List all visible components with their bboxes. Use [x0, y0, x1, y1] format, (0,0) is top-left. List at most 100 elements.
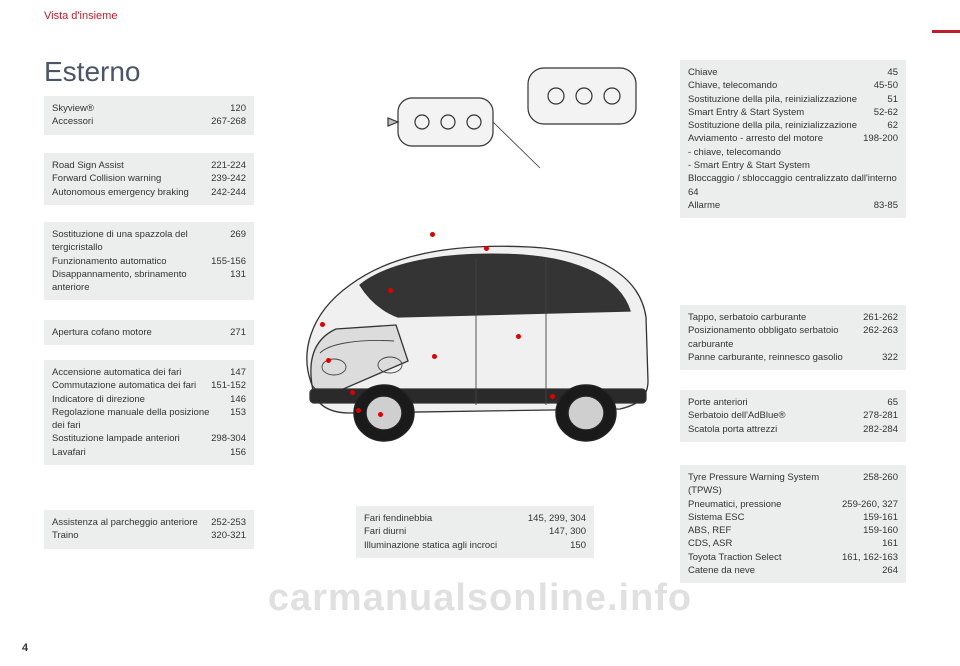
info-page-ref: 52-62	[874, 106, 898, 119]
info-row: Commutazione automatica dei fari151-152	[52, 379, 246, 392]
info-row: Serbatoio dell'AdBlue® 278-281	[688, 409, 898, 422]
info-label: Pneumatici, pressione	[688, 498, 834, 511]
info-row: Chiave 45	[688, 66, 898, 79]
info-label: Apertura cofano motore	[52, 326, 222, 339]
info-label: Forward Collision warning	[52, 172, 203, 185]
info-row: Panne carburante, reinnesco gasolio322	[688, 351, 898, 364]
info-page-ref: 146	[230, 393, 246, 406]
info-row: - Smart Entry & Start System	[688, 159, 898, 172]
info-page-ref: 120	[230, 102, 246, 115]
info-row: Regolazione manuale della posizione dei …	[52, 406, 246, 433]
callout-dot	[350, 390, 355, 395]
info-label: ABS, REF	[688, 524, 855, 537]
info-page-ref: 156	[230, 446, 246, 459]
info-label: Serbatoio dell'AdBlue®	[688, 409, 855, 422]
info-row: Allarme 83-85	[688, 199, 898, 212]
info-row: Assistenza al parcheggio anteriore 252-25…	[52, 516, 246, 529]
info-row: Smart Entry & Start System 52-62	[688, 106, 898, 119]
info-page-ref: 322	[882, 351, 898, 364]
info-label: Chiave	[688, 66, 879, 79]
info-page-ref: 198-200	[863, 132, 898, 145]
info-page-ref: 153	[230, 406, 246, 433]
info-page-ref: 278-281	[863, 409, 898, 422]
info-page-ref: 252-253	[211, 516, 246, 529]
info-label: - chiave, telecomando	[688, 146, 898, 159]
info-label: Accensione automatica dei fari	[52, 366, 222, 379]
info-label: Scatola porta attrezzi	[688, 423, 855, 436]
info-page-ref: 155-156	[211, 255, 246, 268]
info-row: Toyota Traction Select 161, 162-163	[688, 551, 898, 564]
info-row: Tappo, serbatoio carburante 261-262	[688, 311, 898, 324]
info-page-ref: 147	[230, 366, 246, 379]
callout-dot	[356, 408, 361, 413]
info-label: Indicatore di direzione	[52, 393, 222, 406]
callout-dot	[378, 412, 383, 417]
info-label: Regolazione manuale della posizione dei …	[52, 406, 222, 433]
info-label: Toyota Traction Select	[688, 551, 834, 564]
info-label: Lavafari	[52, 446, 222, 459]
info-row: Catene da neve264	[688, 564, 898, 577]
info-label: Tappo, serbatoio carburante	[688, 311, 855, 324]
info-label: Sostituzione lampade anteriori	[52, 432, 203, 445]
info-label: Fari fendinebbia	[364, 512, 520, 525]
info-label: Funzionamento automatico	[52, 255, 203, 268]
info-page-ref: 45-50	[874, 79, 898, 92]
keys-illustration	[380, 58, 650, 178]
info-page-ref: 258-260	[863, 471, 898, 498]
info-row: Forward Collision warning239-242	[52, 172, 246, 185]
info-page-ref: 150	[570, 539, 586, 552]
section-header: Vista d'insieme	[44, 10, 117, 22]
info-page-ref: 221-224	[211, 159, 246, 172]
info-page-ref: 45	[887, 66, 898, 79]
info-label: Skyview®	[52, 102, 222, 115]
info-label: Sistema ESC	[688, 511, 855, 524]
info-label: Tyre Pressure Warning System (TPWS)	[688, 471, 855, 498]
callout-dot	[388, 288, 393, 293]
info-row: Pneumatici, pressione 259-260, 327	[688, 498, 898, 511]
box-parking: Assistenza al parcheggio anteriore 252-25…	[44, 510, 254, 549]
info-row: Chiave, telecomando 45-50	[688, 79, 898, 92]
box-lighting: Accensione automatica dei fari147Commuta…	[44, 360, 254, 465]
info-label: Porte anteriori	[688, 396, 879, 409]
info-page-ref: 261-262	[863, 311, 898, 324]
info-page-ref: 161	[882, 537, 898, 550]
info-row: Fari fendinebbia145, 299, 304	[364, 512, 586, 525]
info-page-ref: 159-160	[863, 524, 898, 537]
info-label: Autonomous emergency braking	[52, 186, 203, 199]
info-row: CDS, ASR161	[688, 537, 898, 550]
info-row: Traino320-321	[52, 529, 246, 542]
info-row: Fari diurni 147, 300	[364, 525, 586, 538]
page-number: 4	[22, 642, 28, 654]
info-label: Allarme	[688, 199, 866, 212]
box-keys: Chiave 45 Chiave, telecomando 45-50 Sostituz…	[680, 60, 906, 218]
info-row: Sistema ESC159-161	[688, 511, 898, 524]
info-page-ref: 161, 162-163	[842, 551, 898, 564]
vehicle-illustration	[290, 225, 660, 455]
info-row: Indicatore di direzione 146	[52, 393, 246, 406]
info-row: Apertura cofano motore271	[52, 326, 246, 339]
info-page-ref: 259-260, 327	[842, 498, 898, 511]
info-label: Sostituzione della pila, reinizializzazi…	[688, 119, 879, 132]
info-label: Disappannamento, sbrinamento anteriore	[52, 268, 222, 295]
info-row: Funzionamento automatico 155-156	[52, 255, 246, 268]
info-label: Assistenza al parcheggio anteriore	[52, 516, 203, 529]
info-label: Chiave, telecomando	[688, 79, 866, 92]
info-row: Avviamento - arresto del motore 198-200	[688, 132, 898, 145]
info-label: Posizionamento obbligato serbatoio carbu…	[688, 324, 855, 351]
info-label: Fari diurni	[364, 525, 541, 538]
info-label: Avviamento - arresto del motore	[688, 132, 855, 145]
info-label: Sostituzione di una spazzola del tergicr…	[52, 228, 222, 255]
info-label: Traino	[52, 529, 203, 542]
info-page-ref: 269	[230, 228, 246, 255]
info-page-ref: 51	[887, 93, 898, 106]
info-page-ref: 147, 300	[549, 525, 586, 538]
info-row: Scatola porta attrezzi 282-284	[688, 423, 898, 436]
info-row: Disappannamento, sbrinamento anteriore13…	[52, 268, 246, 295]
info-row: Bloccaggio / sbloccaggio centralizzato d…	[688, 172, 898, 199]
info-row: Autonomous emergency braking242-244	[52, 186, 246, 199]
info-row: Tyre Pressure Warning System (TPWS) 258-2…	[688, 471, 898, 498]
info-label: Commutazione automatica dei fari	[52, 379, 203, 392]
info-page-ref: 83-85	[874, 199, 898, 212]
info-page-ref: 282-284	[863, 423, 898, 436]
info-label: Smart Entry & Start System	[688, 106, 866, 119]
